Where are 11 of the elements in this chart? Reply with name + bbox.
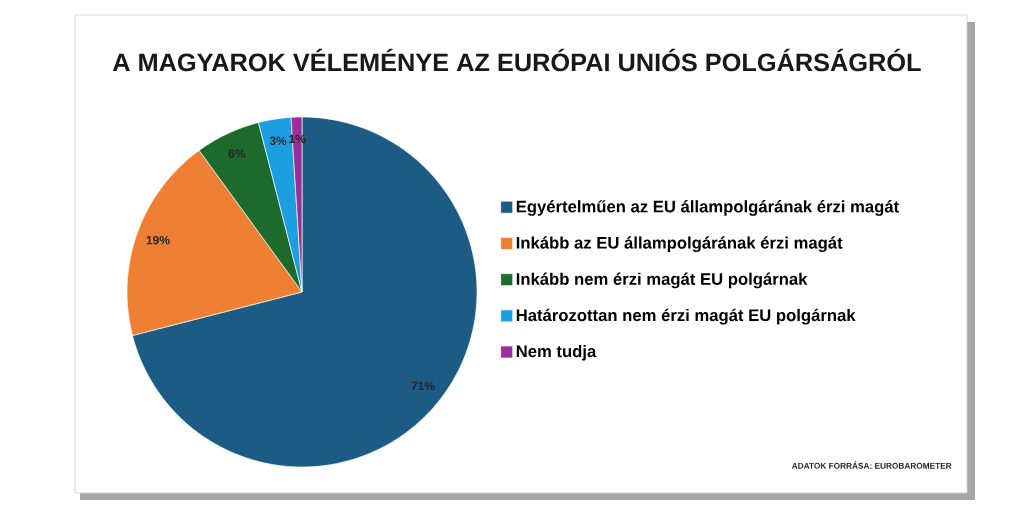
data-label: 6%: [228, 149, 246, 158]
data-label: 3%: [269, 136, 287, 146]
text: ADATOK FORRÁSA: EUROBAROMETER: [791, 461, 952, 469]
data-label: 19%: [146, 235, 170, 245]
data-label: 71%: [411, 381, 435, 391]
legend-label: Egyértelműen az EU állampolgárának érzi magát: [516, 200, 899, 216]
legend-label: Nem tudja: [516, 344, 597, 361]
legend-label: Inkább nem érzi magát EU polgárnak: [516, 272, 808, 289]
legend-label: Határozottan nem érzi magát EU polgárnak: [516, 308, 856, 325]
chart-title: A MAGYAROK VÉLEMÉNYE AZ EURÓPAI UNIÓS POLGÁRSÁGRÓL: [112, 48, 921, 72]
legend-label: Inkább az EU állampolgárának érzi magát: [516, 236, 843, 253]
